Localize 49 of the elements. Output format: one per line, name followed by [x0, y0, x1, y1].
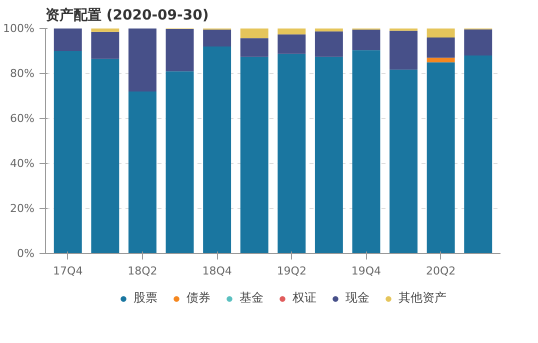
- bar: [390, 70, 418, 254]
- bar: [203, 46, 232, 254]
- bar: [390, 30, 418, 70]
- bar: [426, 62, 455, 254]
- x-tick-label: 18Q2: [128, 264, 158, 278]
- y-tick-label: 60%: [10, 112, 35, 125]
- bar: [314, 56, 343, 254]
- bar: [278, 34, 306, 54]
- bar: [166, 71, 194, 254]
- bar: [91, 58, 120, 254]
- legend-label: 债券: [186, 290, 210, 306]
- bar: [240, 56, 268, 254]
- bar: [278, 28, 306, 34]
- y-tick-label: 20%: [10, 202, 35, 215]
- x-tick-label: 18Q4: [202, 264, 232, 278]
- bar: [54, 28, 82, 51]
- bar: [426, 28, 455, 38]
- bar: [278, 54, 306, 254]
- y-tick-label: 40%: [10, 157, 35, 170]
- bar: [240, 28, 268, 38]
- bar: [203, 30, 232, 46]
- bar: [128, 28, 156, 92]
- bar: [314, 31, 343, 57]
- bar: [464, 29, 492, 56]
- bar: [166, 28, 194, 72]
- x-tick-label: 17Q4: [53, 264, 83, 278]
- bar: [314, 28, 343, 32]
- y-tick-label: 0%: [17, 247, 34, 260]
- bar: [464, 56, 492, 254]
- bar: [352, 50, 380, 254]
- bar: [54, 51, 82, 254]
- bar: [91, 28, 120, 32]
- bar: [426, 38, 455, 58]
- chart-title: 资产配置 (2020-09-30): [46, 6, 209, 24]
- bar: [128, 92, 156, 254]
- legend-label: 其他资产: [398, 290, 446, 306]
- bar: [240, 38, 268, 57]
- legend-label: 权证: [292, 290, 316, 306]
- legend-label: 基金: [240, 290, 264, 306]
- x-tick-label: 19Q4: [351, 264, 382, 278]
- x-tick-label: 20Q2: [426, 264, 456, 278]
- y-tick-label: 100%: [3, 22, 35, 35]
- y-tick-label: 80%: [10, 67, 35, 80]
- legend-label: 现金: [346, 290, 370, 306]
- bar: [91, 32, 120, 59]
- bar: [426, 58, 455, 62]
- bar: [352, 30, 380, 50]
- legend-label: 股票: [134, 290, 158, 306]
- x-tick-label: 19Q2: [276, 264, 306, 278]
